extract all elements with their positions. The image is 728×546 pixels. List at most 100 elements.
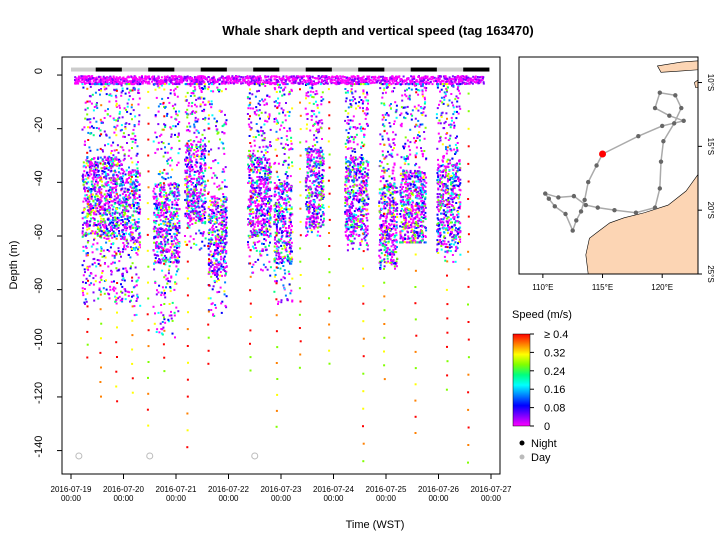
depth-point (157, 291, 160, 294)
depth-point (124, 290, 127, 293)
surface-point (179, 78, 182, 81)
depth-point (211, 288, 214, 291)
depth-point (169, 280, 172, 283)
depth-point (202, 110, 205, 113)
depth-point (123, 225, 126, 228)
depth-point (136, 181, 139, 184)
depth-point (108, 208, 111, 211)
depth-point (202, 118, 205, 120)
depth-point (256, 216, 259, 219)
depth-point (212, 83, 215, 86)
depth-point (105, 195, 107, 198)
depth-point (186, 181, 189, 184)
depth-point (115, 100, 118, 103)
depth-point (195, 158, 198, 161)
depth-point (115, 88, 118, 91)
depth-point (163, 201, 166, 204)
surface-point (85, 76, 88, 78)
depth-point (115, 181, 118, 184)
depth-point (154, 214, 156, 216)
depth-point (164, 220, 167, 223)
depth-point (129, 203, 132, 206)
depth-point (178, 256, 181, 258)
depth-point (132, 137, 135, 140)
surface-point (293, 76, 296, 79)
depth-point (110, 190, 113, 192)
depth-point (248, 135, 251, 137)
depth-point (93, 171, 96, 174)
depth-point (247, 104, 250, 107)
depth-point (222, 147, 225, 150)
depth-point (219, 237, 222, 240)
depth-point (109, 198, 112, 201)
depth-point (176, 114, 179, 117)
surface-point (129, 82, 132, 85)
depth-point (176, 222, 179, 225)
depth-point (165, 228, 168, 230)
depth-point (134, 248, 137, 251)
depth-point (85, 159, 88, 162)
depth-point (269, 241, 271, 244)
depth-point (159, 170, 161, 173)
depth-point (155, 199, 158, 202)
surface-point (171, 77, 174, 80)
depth-point (266, 120, 269, 123)
surface-point (242, 76, 245, 79)
depth-point (175, 251, 178, 254)
depth-point (84, 190, 86, 193)
depth-point (112, 226, 115, 229)
depth-point (127, 197, 130, 200)
depth-point (100, 188, 103, 191)
depth-point (216, 120, 218, 123)
depth-point (85, 166, 87, 169)
surface-point (359, 81, 362, 84)
surface-point (121, 77, 124, 80)
surface-point (133, 79, 136, 82)
surface-point (333, 79, 336, 82)
depth-point (219, 274, 222, 277)
depth-point (255, 221, 258, 224)
depth-point (123, 235, 126, 238)
depth-point (156, 186, 159, 188)
surface-point (477, 82, 480, 85)
depth-point (207, 86, 210, 89)
surface-point (208, 79, 211, 82)
surface-point (355, 80, 357, 83)
depth-point (173, 92, 176, 95)
depth-point (98, 228, 101, 231)
depth-point (222, 230, 225, 233)
depth-point (190, 177, 193, 180)
surface-point (307, 76, 310, 79)
depth-point (175, 244, 178, 247)
depth-point (256, 193, 259, 196)
depth-point (167, 176, 170, 179)
surface-point (201, 77, 204, 80)
surface-point (238, 75, 241, 78)
depth-point (90, 204, 93, 207)
depth-point (113, 261, 116, 264)
surface-point (365, 81, 368, 84)
surface-point (319, 77, 322, 80)
depth-point (194, 120, 197, 123)
surface-point (448, 82, 451, 85)
depth-point (102, 229, 105, 232)
depth-point (178, 231, 181, 234)
depth-point (129, 205, 131, 208)
depth-point (253, 144, 256, 147)
depth-point (247, 123, 250, 126)
depth-point (122, 135, 125, 138)
depth-point (190, 216, 193, 219)
surface-point (219, 78, 221, 81)
depth-point (203, 85, 206, 88)
depth-point (178, 208, 181, 211)
depth-point (97, 83, 100, 86)
depth-point (133, 305, 136, 308)
surface-point (255, 79, 258, 82)
depth-point (93, 106, 96, 108)
depth-point (224, 261, 227, 264)
surface-point (103, 80, 106, 83)
depth-point (267, 201, 269, 204)
surface-point (350, 80, 353, 83)
surface-point (388, 79, 391, 82)
depth-point (134, 223, 137, 226)
